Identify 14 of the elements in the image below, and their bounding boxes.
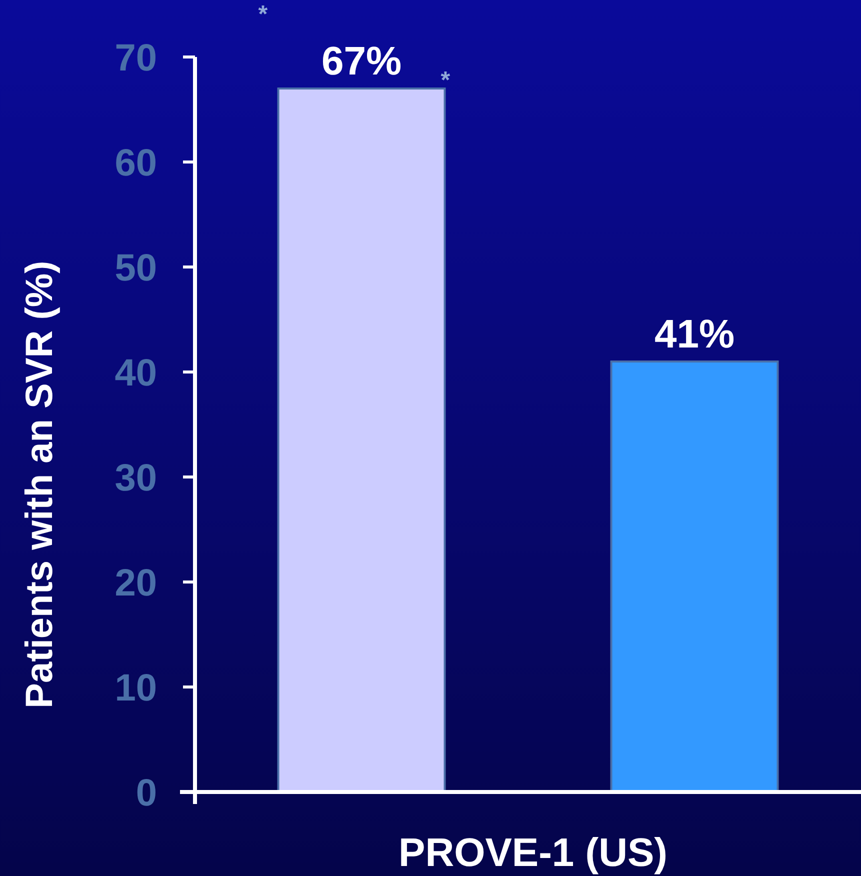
y-tick-label: 60 [114,142,157,184]
y-tick-label: 0 [136,772,157,814]
data-label: 41% [654,312,735,356]
x-axis-title: PROVE-1 (US) [398,831,668,875]
annotation: * [440,67,451,94]
y-tick-label: 30 [114,457,157,500]
data-label: 67% [321,40,402,84]
y-tick-label: 70 [114,37,157,80]
y-axis-title: Patients with an SVR (%) [19,260,61,708]
text: * [258,1,268,28]
y-tick-label: 50 [114,247,157,290]
y-tick-label: 10 [114,667,157,710]
y-tick-label: 40 [114,352,157,394]
y-tick-label: 20 [114,562,157,604]
